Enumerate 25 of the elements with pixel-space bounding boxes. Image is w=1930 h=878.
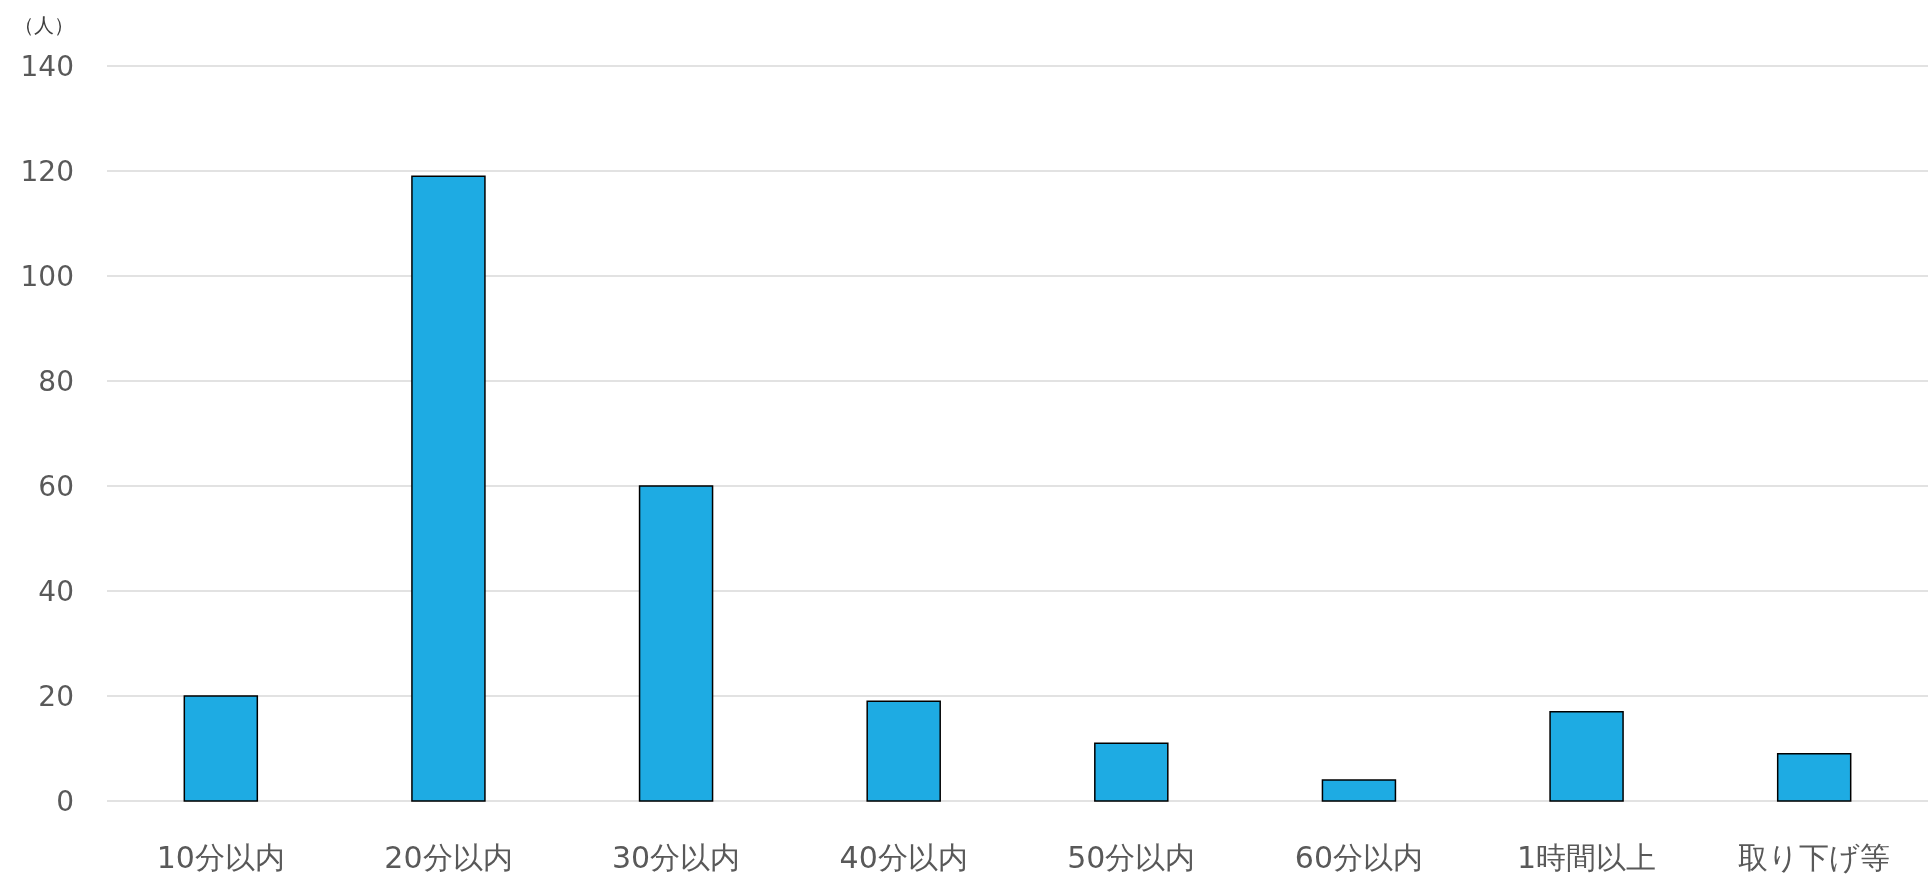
bar <box>1094 742 1169 802</box>
x-tick-label: 1時間以上 <box>1517 840 1657 875</box>
y-axis-title: （人） <box>14 13 74 37</box>
y-tick-label: 120 <box>20 155 74 188</box>
x-tick-label: 取り下げ等 <box>1738 840 1891 875</box>
x-tick-label: 10分以内 <box>156 840 285 875</box>
bar <box>866 700 941 802</box>
y-tick-label: 80 <box>38 365 74 398</box>
x-tick-label: 50分以内 <box>1067 840 1196 875</box>
bar <box>1321 779 1397 802</box>
bar <box>638 485 714 802</box>
y-tick-label: 40 <box>38 575 74 608</box>
y-tick-label: 60 <box>38 470 74 503</box>
bar <box>183 695 259 802</box>
x-tick-label: 60分以内 <box>1294 840 1424 875</box>
y-tick-label: 0 <box>56 785 74 818</box>
bar <box>411 175 486 802</box>
x-tick-label: 30分以内 <box>611 840 741 875</box>
y-tick-label: 140 <box>20 50 74 83</box>
y-tick-label: 100 <box>20 260 74 293</box>
bar <box>1776 753 1852 802</box>
y-tick-label: 20 <box>38 680 74 713</box>
bar <box>1549 711 1624 802</box>
x-tick-label: 20分以内 <box>384 840 513 875</box>
x-tick-label: 40分以内 <box>839 840 968 875</box>
